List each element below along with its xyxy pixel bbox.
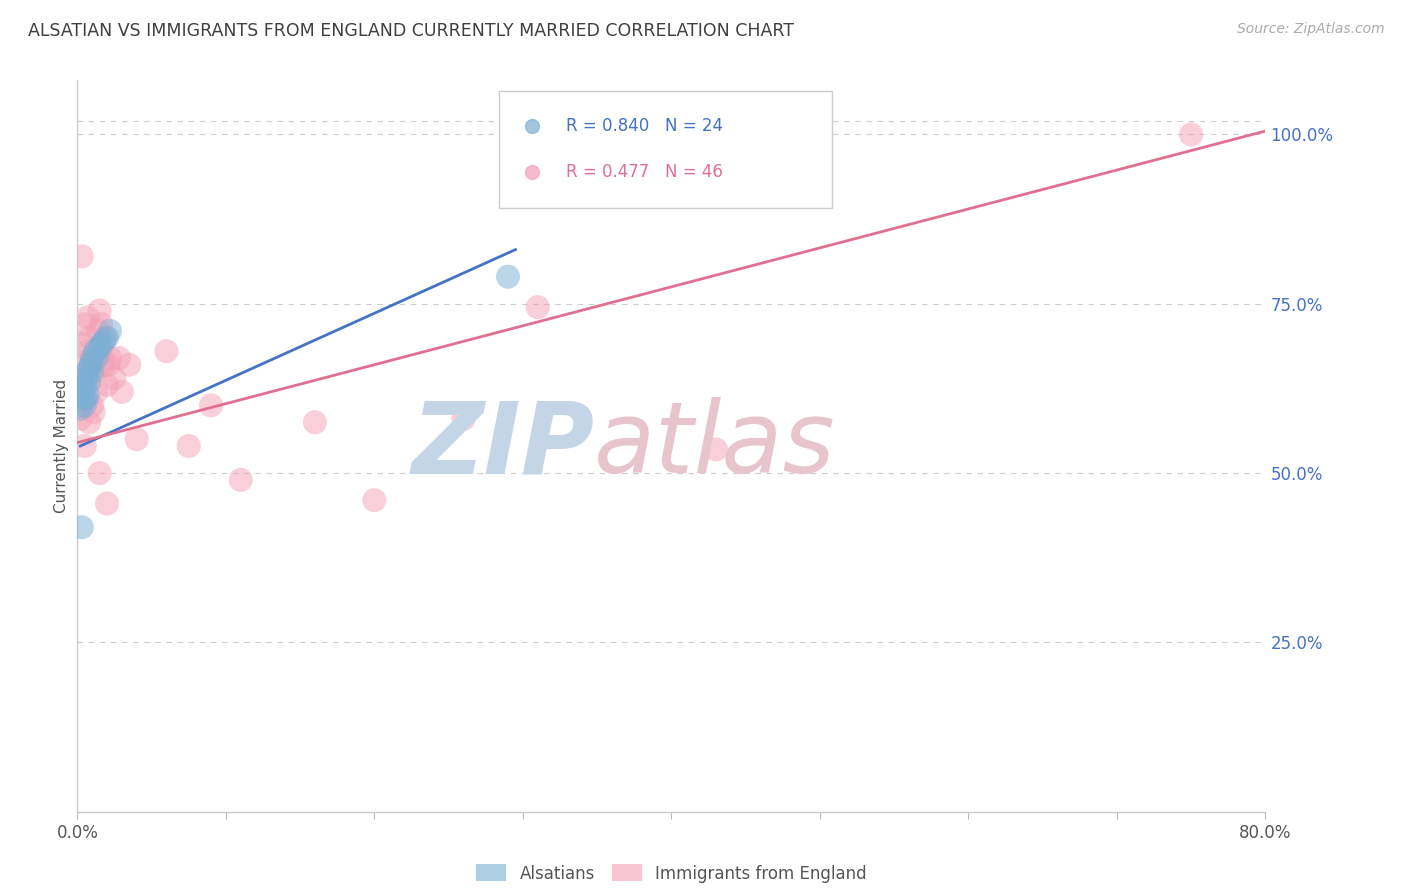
- Point: [177, 439, 200, 453]
- Point: [93, 334, 115, 348]
- Point: [96, 331, 118, 345]
- Point: [496, 269, 519, 284]
- Text: R = 0.477   N = 46: R = 0.477 N = 46: [565, 162, 723, 181]
- Point: [77, 361, 100, 376]
- Point: [453, 412, 475, 426]
- Point: [73, 381, 96, 395]
- Text: atlas: atlas: [595, 398, 835, 494]
- Point: [84, 364, 107, 378]
- Text: ALSATIAN VS IMMIGRANTS FROM ENGLAND CURRENTLY MARRIED CORRELATION CHART: ALSATIAN VS IMMIGRANTS FROM ENGLAND CURR…: [28, 22, 794, 40]
- Point: [70, 520, 93, 534]
- Point: [82, 351, 104, 365]
- Point: [76, 344, 98, 359]
- Point: [73, 439, 96, 453]
- Point: [76, 364, 98, 378]
- Point: [200, 398, 222, 412]
- Point: [304, 415, 326, 429]
- Point: [87, 324, 110, 338]
- Point: [89, 466, 111, 480]
- Point: [98, 351, 121, 365]
- Point: [108, 351, 131, 365]
- Point: [363, 493, 385, 508]
- Point: [96, 497, 118, 511]
- Point: [86, 344, 108, 359]
- FancyBboxPatch shape: [499, 91, 832, 209]
- Point: [80, 358, 103, 372]
- Point: [96, 378, 118, 392]
- Point: [526, 300, 548, 314]
- Point: [229, 473, 252, 487]
- Point: [76, 310, 98, 325]
- Point: [75, 371, 97, 385]
- Point: [82, 364, 104, 378]
- Point: [72, 378, 94, 392]
- Point: [69, 412, 91, 426]
- Point: [111, 384, 134, 399]
- Point: [76, 388, 98, 402]
- Point: [67, 398, 90, 412]
- Point: [70, 249, 93, 263]
- Point: [73, 358, 96, 372]
- Point: [103, 371, 125, 385]
- Point: [89, 303, 111, 318]
- Point: [69, 401, 91, 416]
- Point: [75, 392, 97, 406]
- Point: [86, 351, 108, 365]
- Point: [84, 344, 107, 359]
- Point: [73, 317, 96, 331]
- Point: [125, 432, 148, 446]
- Point: [98, 324, 121, 338]
- Point: [70, 384, 93, 399]
- Y-axis label: Currently Married: Currently Married: [53, 379, 69, 513]
- Text: ZIP: ZIP: [411, 398, 595, 494]
- Point: [77, 375, 100, 389]
- Point: [77, 331, 100, 345]
- Point: [72, 337, 94, 351]
- Point: [80, 358, 103, 372]
- Text: Source: ZipAtlas.com: Source: ZipAtlas.com: [1237, 22, 1385, 37]
- Point: [155, 344, 177, 359]
- Point: [90, 344, 112, 359]
- Point: [70, 371, 93, 385]
- Point: [82, 351, 104, 365]
- Point: [77, 415, 100, 429]
- Point: [118, 358, 141, 372]
- Point: [73, 398, 96, 412]
- Point: [83, 405, 105, 419]
- Point: [75, 371, 97, 385]
- Point: [94, 331, 117, 345]
- Legend: Alsatians, Immigrants from England: Alsatians, Immigrants from England: [471, 859, 872, 888]
- Point: [90, 337, 112, 351]
- Text: R = 0.840   N = 24: R = 0.840 N = 24: [565, 118, 723, 136]
- Point: [82, 398, 104, 412]
- Point: [93, 358, 115, 372]
- Point: [72, 392, 94, 406]
- Point: [89, 341, 111, 355]
- Point: [86, 384, 108, 399]
- Point: [90, 317, 112, 331]
- Point: [1180, 128, 1202, 142]
- Point: [97, 358, 120, 372]
- Point: [704, 442, 727, 457]
